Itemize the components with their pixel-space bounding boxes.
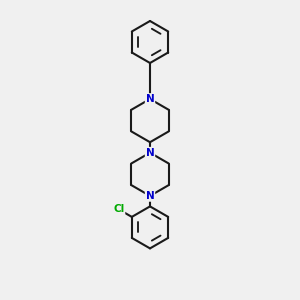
- Text: N: N: [146, 94, 154, 104]
- Text: N: N: [146, 191, 154, 201]
- Text: N: N: [146, 148, 154, 158]
- Text: Cl: Cl: [113, 204, 124, 214]
